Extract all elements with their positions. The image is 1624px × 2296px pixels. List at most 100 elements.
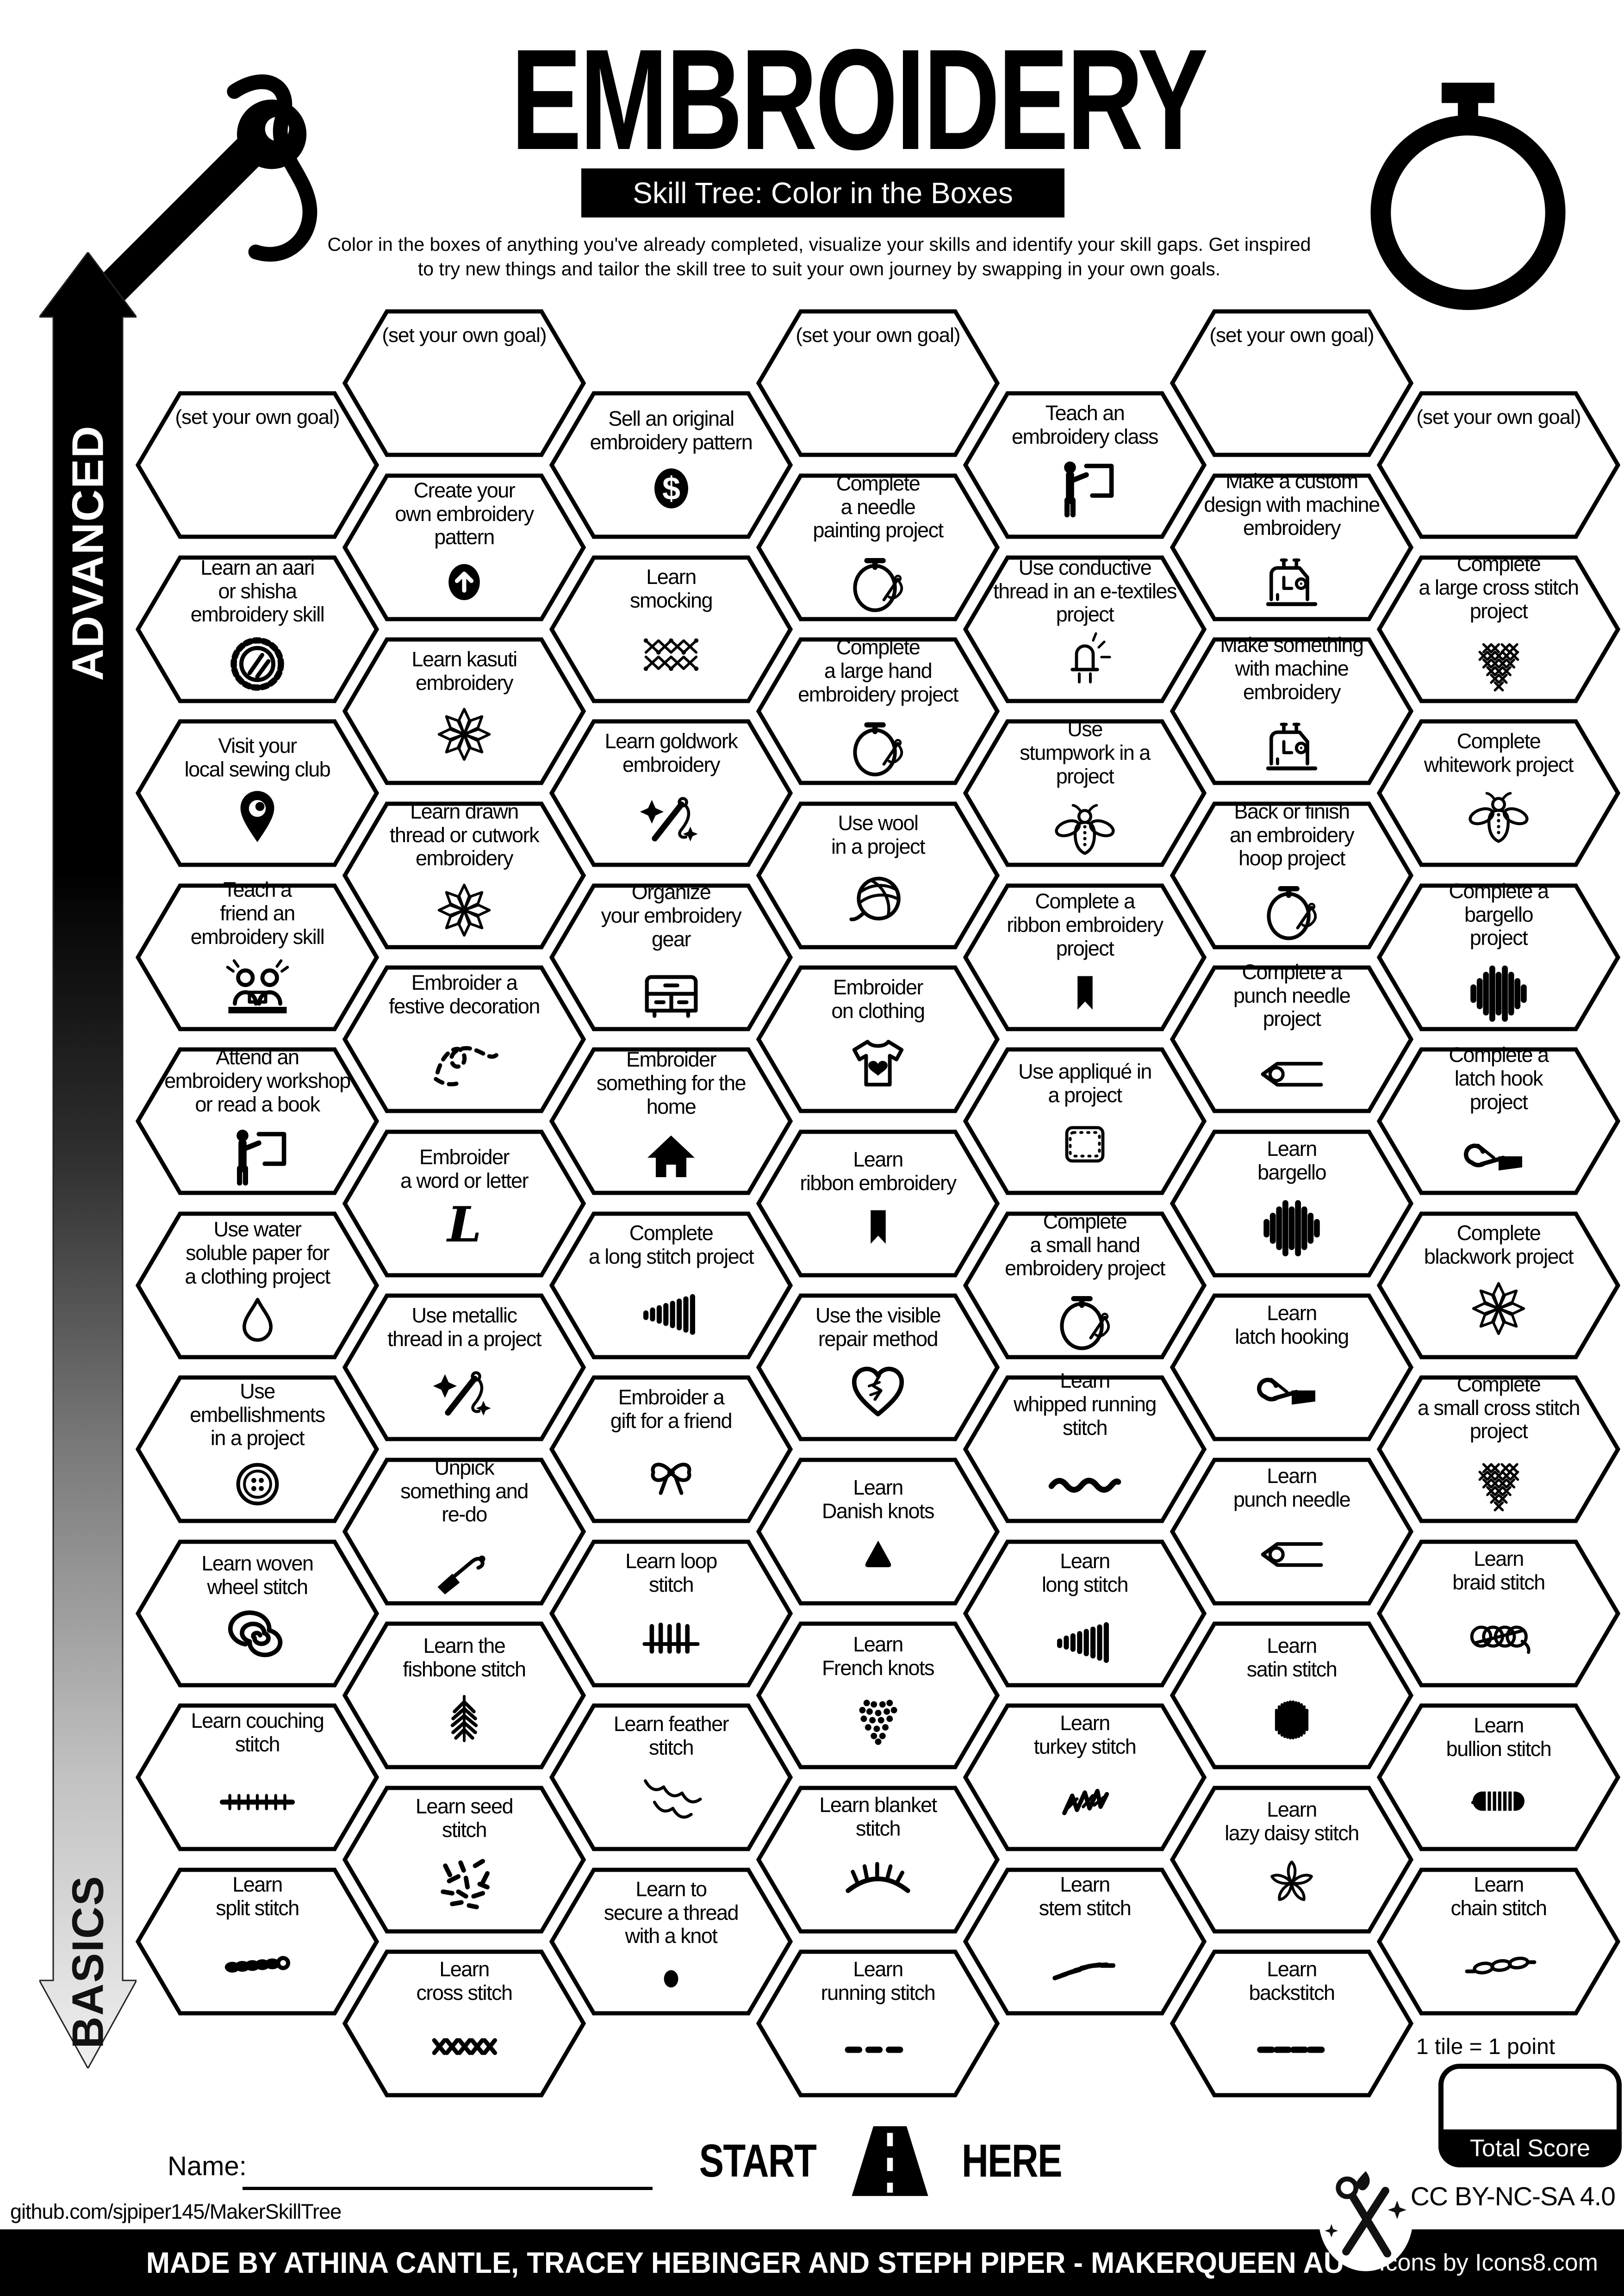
hex-label: Learn goldwork embroidery bbox=[604, 729, 738, 776]
hex-complete-a-latch-hook-project[interactable]: Complete a latch hook project bbox=[1377, 1043, 1620, 1195]
hex-visit-your-local-sewing-club[interactable]: Visit your local sewing club bbox=[136, 719, 379, 867]
hex-learn-long-stitch[interactable]: Learn long stitch bbox=[963, 1539, 1207, 1688]
hex-learn-seed-stitch[interactable]: Learn seed stitch bbox=[342, 1786, 586, 1934]
hex-complete-blackwork-project[interactable]: Complete blackwork project bbox=[1377, 1211, 1620, 1359]
hex-label: Attend an embroidery workshop or read a bo… bbox=[164, 1045, 351, 1116]
hex-learn-whipped-running-stitch[interactable]: Learn whipped running stitch bbox=[963, 1369, 1207, 1523]
hex-use-embellishments-in-a-project[interactable]: Use embellishments in a project bbox=[136, 1375, 379, 1523]
hex-use-the-visible-repair-method[interactable]: Use the visible repair method bbox=[756, 1293, 1000, 1441]
hex-use-wool-in-a-project[interactable]: Use wool in a project bbox=[756, 801, 1000, 949]
seeds-icon bbox=[426, 1844, 503, 1923]
hex-set-your-own-goal-1[interactable]: (set your own goal) bbox=[342, 309, 586, 457]
hex-label: Complete a small cross stitch project bbox=[1417, 1372, 1580, 1443]
hex-learn-split-stitch[interactable]: Learn split stitch bbox=[136, 1868, 379, 2016]
hex-create-your-own-embroidery-pattern[interactable]: Create your own embroidery pattern bbox=[342, 473, 586, 621]
description-line-1: Color in the boxes of anything you've al… bbox=[327, 234, 1311, 255]
rose-icon bbox=[223, 1602, 292, 1674]
hex-complete-a-small-hand-embroidery-project[interactable]: Complete a small hand embroidery project bbox=[963, 1210, 1207, 1359]
hex-complete-a-small-cross-stitch-project[interactable]: Complete a small cross stitch project bbox=[1377, 1372, 1620, 1523]
hex-complete-whitework-project[interactable]: Complete whitework project bbox=[1377, 719, 1620, 867]
hex-learn-loop-stitch[interactable]: Learn loop stitch bbox=[549, 1539, 793, 1688]
hex-use-conductive-thread-in-an-e-textiles-project[interactable]: Use conductive thread in an e-textiles pro… bbox=[963, 555, 1207, 703]
hex-learn-woven-wheel-stitch[interactable]: Learn woven wheel stitch bbox=[136, 1539, 379, 1688]
hex-label: Learn long stitch bbox=[1041, 1549, 1129, 1596]
hex-label: Complete a punch needle project bbox=[1233, 960, 1351, 1031]
hex-embroider-a-gift-for-a-friend[interactable]: Embroider a gift for a friend bbox=[549, 1375, 793, 1523]
hex-learn-braid-stitch[interactable]: Learn braid stitch bbox=[1377, 1539, 1620, 1688]
hex-make-a-custom-design-with-machine-embroidery[interactable]: Make a custom design with machine embroide… bbox=[1170, 469, 1413, 621]
hex-learn-kasuti-embroidery[interactable]: Learn kasuti embroidery bbox=[342, 637, 586, 785]
hex-learn-latch-hooking[interactable]: Learn latch hooking bbox=[1170, 1293, 1413, 1441]
gift-bow-icon bbox=[634, 1435, 708, 1512]
hex-learn-the-fishbone-stitch[interactable]: Learn the fishbone stitch bbox=[342, 1621, 586, 1769]
hex-complete-a-needle-painting-project[interactable]: Complete a needle painting project bbox=[756, 472, 1000, 621]
feather-icon bbox=[633, 1762, 709, 1841]
hex-learn-ribbon-embroidery[interactable]: Learn ribbon embroidery bbox=[756, 1129, 1000, 1278]
hex-complete-a-bargello-project[interactable]: Complete a bargello project bbox=[1377, 879, 1620, 1031]
hex-learn-backstitch[interactable]: Learn backstitch bbox=[1170, 1949, 1413, 2097]
hex-learn-an-aari-or-shisha-embroidery-skill[interactable]: Learn an aari or shisha embroidery skill bbox=[136, 555, 379, 703]
hex-back-or-finish-an-embroidery-hoop-project[interactable]: Back or finish an embroidery hoop project bbox=[1170, 800, 1413, 949]
hex-learn-punch-needle[interactable]: Learn punch needle bbox=[1170, 1458, 1413, 1606]
hex-learn-feather-stitch[interactable]: Learn feather stitch bbox=[549, 1703, 793, 1851]
hex-set-your-own-goal-6[interactable]: (set your own goal) bbox=[1377, 391, 1620, 539]
hex-learn-goldwork-embroidery[interactable]: Learn goldwork embroidery bbox=[549, 719, 793, 867]
hex-label: Visit your local sewing club bbox=[184, 733, 331, 781]
hex-set-your-own-goal-5[interactable]: (set your own goal) bbox=[1170, 309, 1413, 457]
icons-credit[interactable]: Icons by Icons8.com bbox=[1379, 2249, 1598, 2276]
hex-teach-a-friend-an-embroidery-skill[interactable]: Teach a friend an embroidery skill bbox=[136, 878, 379, 1031]
loop-stitch-icon bbox=[634, 1600, 708, 1676]
punch-needle-icon bbox=[1251, 1034, 1332, 1117]
hex-embroider-on-clothing[interactable]: Embroider on clothing bbox=[756, 965, 1000, 1113]
hex-learn-danish-knots[interactable]: Learn Danish knots bbox=[756, 1458, 1000, 1606]
hex-embroider-a-festive-decoration[interactable]: Embroider a festive decoration bbox=[342, 965, 586, 1113]
hex-organize-your-embroidery-gear[interactable]: Organize your embroidery gear bbox=[549, 880, 793, 1031]
name-input-line[interactable] bbox=[243, 2187, 653, 2190]
hex-complete-a-large-hand-embroidery-project[interactable]: Complete a large hand embroidery project bbox=[756, 635, 1000, 785]
hex-attend-an-embroidery-workshop-or-read-a-book[interactable]: Attend an embroidery workshop or read a bo… bbox=[136, 1045, 379, 1195]
hex-sell-an-original-embroidery-pattern[interactable]: Sell an original embroidery pattern $ bbox=[549, 391, 793, 539]
hex-learn-running-stitch[interactable]: Learn running stitch bbox=[756, 1949, 1000, 2097]
hex-set-your-own-goal-0[interactable]: (set your own goal) bbox=[136, 391, 379, 539]
knot-dot-icon bbox=[646, 1951, 697, 2004]
hex-learn-smocking[interactable]: Learn smocking bbox=[549, 555, 793, 703]
seam-ripper-icon bbox=[427, 1529, 501, 1606]
hex-label: Embroider something for the home bbox=[596, 1048, 747, 1118]
hex-learn-chain-stitch[interactable]: Learn chain stitch bbox=[1377, 1868, 1620, 2016]
total-score-box[interactable]: Total Score bbox=[1438, 2064, 1622, 2167]
hex-use-metallic-thread-in-a-project[interactable]: Use metallic thread in a project bbox=[342, 1293, 586, 1441]
hex-learn-drawn-thread-or-cutwork-embroidery[interactable]: Learn drawn thread or cutwork embroidery bbox=[342, 800, 586, 949]
hex-complete-a-ribbon-embroidery-project[interactable]: Complete a ribbon embroidery project bbox=[963, 883, 1207, 1031]
hex-set-your-own-goal-3[interactable]: (set your own goal) bbox=[756, 309, 1000, 457]
hex-use-water-soluble-paper-for-a-clothing-project[interactable]: Use water soluble paper for a clothing pro… bbox=[136, 1211, 379, 1359]
hex-embroider-a-word-or-letter[interactable]: Embroider a word or letter L bbox=[342, 1129, 586, 1278]
hex-learn-bargello[interactable]: Learn bargello bbox=[1170, 1129, 1413, 1278]
hex-learn-satin-stitch[interactable]: Learn satin stitch bbox=[1170, 1621, 1413, 1769]
hex-unpick-something-and-re-do[interactable]: Unpick something and re-do bbox=[342, 1456, 586, 1606]
here-label: HERE bbox=[962, 2135, 1062, 2187]
hex-make-something-with-machine-embroidery[interactable]: Make something with machine embroidery bbox=[1170, 633, 1413, 785]
hex-learn-to-secure-a-thread-with-a-knot[interactable]: Learn to secure a thread with a knot bbox=[549, 1868, 793, 2016]
person-board-icon bbox=[1048, 451, 1122, 527]
hex-learn-french-knots[interactable]: Learn French knots bbox=[756, 1621, 1000, 1769]
hex-teach-an-embroidery-class[interactable]: Teach an embroidery class bbox=[963, 391, 1207, 539]
hex-complete-a-large-cross-stitch-project[interactable]: Complete a large cross stitch project bbox=[1377, 552, 1620, 703]
hex-use-appliqu-in-a-project[interactable]: Use appliqué in a project bbox=[963, 1047, 1207, 1195]
hex-learn-turkey-stitch[interactable]: Learn turkey stitch bbox=[963, 1703, 1207, 1851]
hex-label: Learn braid stitch bbox=[1452, 1547, 1545, 1594]
hex-learn-couching-stitch[interactable]: Learn couching stitch bbox=[136, 1703, 379, 1851]
star8-icon bbox=[1462, 1272, 1536, 1348]
hex-embroider-something-for-the-home[interactable]: Embroider something for the home bbox=[549, 1047, 793, 1195]
github-url[interactable]: github.com/sjpiper145/MakerSkillTree bbox=[10, 2200, 342, 2223]
script-letter-icon: L bbox=[433, 1195, 496, 1260]
hex-learn-bullion-stitch[interactable]: Learn bullion stitch bbox=[1377, 1703, 1620, 1851]
hex-learn-blanket-stitch[interactable]: Learn blanket stitch bbox=[756, 1786, 1000, 1934]
hex-use-stumpwork-in-a-project[interactable]: Use stumpwork in a project bbox=[963, 717, 1207, 868]
star8-icon bbox=[427, 697, 501, 774]
hex-learn-lazy-daisy-stitch[interactable]: Learn lazy daisy stitch bbox=[1170, 1786, 1413, 1934]
hex-complete-a-long-stitch-project[interactable]: Complete a long stitch project bbox=[549, 1211, 793, 1359]
hex-learn-stem-stitch[interactable]: Learn stem stitch bbox=[963, 1868, 1207, 2016]
hex-learn-cross-stitch[interactable]: Learn cross stitch bbox=[342, 1949, 586, 2097]
hex-complete-a-punch-needle-project[interactable]: Complete a punch needle project bbox=[1170, 960, 1413, 1113]
bee-icon bbox=[1048, 791, 1122, 868]
